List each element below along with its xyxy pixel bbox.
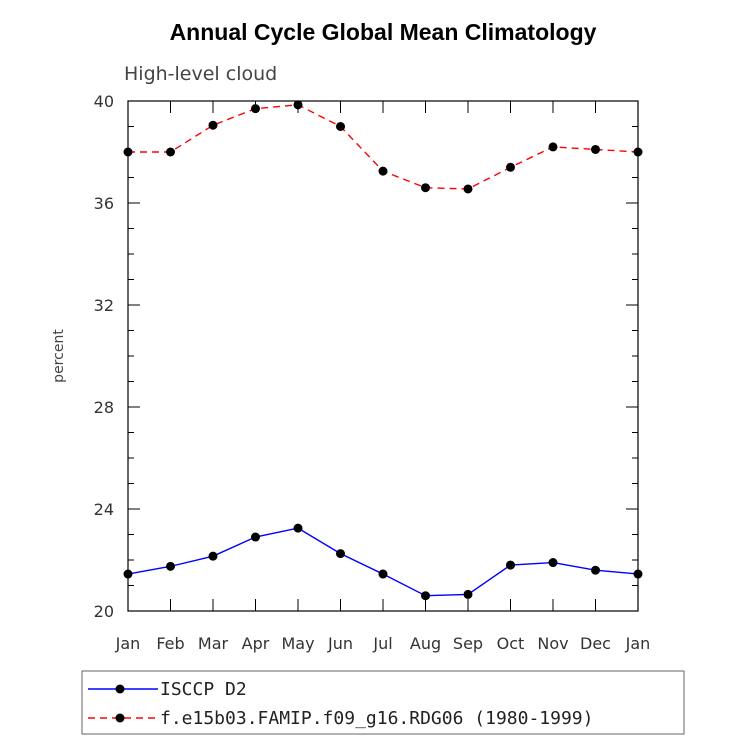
x-tick-label: Mar — [198, 634, 229, 653]
series-1-point — [336, 549, 345, 559]
y-axis-label: percent — [51, 329, 67, 383]
y-tick-label: 28 — [94, 398, 114, 417]
series-2-point — [166, 147, 175, 157]
series-2-point — [421, 183, 430, 193]
axes: 20 24 28 32 36 40 Jan Feb Mar Apr May Jun Jul Aug Sep O… — [94, 92, 651, 653]
series-2-point — [123, 147, 133, 157]
x-tick-label: Jan — [115, 634, 141, 653]
series-layer — [123, 100, 643, 601]
series-line-2 — [128, 104, 639, 190]
legend: ISCCP D2 f.e15b03.FAMIP.f09_g16.RDG06 (19… — [81, 670, 685, 735]
series-1-point — [506, 560, 515, 570]
y-tick-label: 36 — [94, 194, 114, 213]
series-1-point — [591, 565, 600, 575]
series-2-point — [378, 166, 388, 176]
series-1-point — [548, 558, 558, 568]
y-tick-label: 24 — [94, 500, 114, 519]
legend-marker-1 — [115, 684, 125, 694]
x-tick-label: Sep — [453, 634, 483, 653]
series-line-1 — [127, 527, 639, 597]
series-2-point — [336, 122, 345, 131]
x-tick-label: May — [281, 634, 314, 653]
series-2-point — [633, 147, 643, 157]
legend-label-2: f.e15b03.FAMIP.f09_g16.RDG06 (1980-1999) — [160, 708, 593, 729]
y-tick-label: 40 — [94, 92, 114, 111]
x-tick-label: Jan — [625, 634, 651, 653]
x-tick-label: Jun — [327, 634, 353, 653]
series-2-point — [208, 120, 218, 130]
plot-frame — [127, 100, 639, 612]
series-1-point — [293, 523, 303, 533]
chart-subtitle: High-level cloud — [124, 63, 277, 85]
series-1-point — [166, 561, 175, 571]
series-2-point — [548, 142, 558, 152]
series-2-point — [293, 100, 303, 110]
x-tick-label: Dec — [580, 634, 611, 653]
series-1-point — [463, 589, 473, 599]
series-2-point — [463, 184, 473, 194]
series-1-point — [251, 532, 260, 542]
x-tick-label: Nov — [537, 634, 568, 653]
series-1-point — [208, 551, 218, 561]
x-tick-label: Feb — [156, 634, 184, 653]
y-tick-label: 20 — [94, 602, 114, 621]
series-1-point — [378, 569, 388, 579]
chart-title: Annual Cycle Global Mean Climatology — [170, 19, 597, 45]
series-1-point — [633, 569, 643, 579]
legend-box — [81, 670, 685, 735]
x-tick-label: Jul — [372, 634, 392, 653]
series-1-point — [123, 569, 133, 579]
legend-label-1: ISCCP D2 — [160, 679, 247, 700]
y-tick-label: 32 — [94, 296, 114, 315]
x-tick-label: Oct — [497, 634, 525, 653]
series-2-point — [591, 144, 600, 154]
series-1-point — [421, 591, 430, 601]
series-2-point — [251, 104, 260, 114]
series-2-point — [506, 162, 515, 172]
x-tick-label: Apr — [242, 634, 270, 653]
x-tick-label: Aug — [410, 634, 441, 653]
legend-marker-2 — [115, 713, 125, 723]
